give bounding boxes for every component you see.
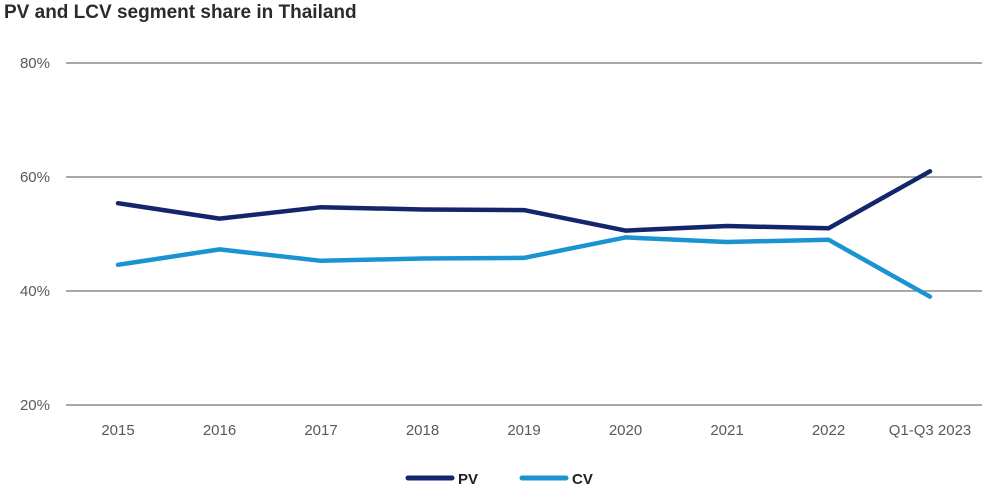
y-tick-label: 80%	[20, 55, 50, 72]
series-line-pv	[115, 169, 933, 233]
series-lines	[115, 169, 933, 299]
y-axis-labels: 20% 40% 60% 80%	[20, 55, 50, 414]
legend: PV CV	[405, 471, 593, 488]
x-tick-label: 2017	[304, 422, 337, 439]
x-axis-labels: 2015 2016 2017 2018 2019 2020 2021 2022 Q1-Q3 20…	[101, 422, 971, 439]
legend-label-pv: PV	[458, 471, 478, 488]
y-tick-label: 60%	[20, 169, 50, 186]
x-tick-label: Q1-Q3 2023	[889, 422, 972, 439]
x-tick-label: 2016	[203, 422, 236, 439]
x-tick-label: 2022	[812, 422, 845, 439]
x-tick-label: 2019	[507, 422, 540, 439]
x-tick-label: 2021	[710, 422, 743, 439]
x-tick-label: 2020	[609, 422, 642, 439]
y-tick-label: 20%	[20, 397, 50, 414]
chart-title: PV and LCV segment share in Thailand	[4, 2, 357, 23]
series-line-cv	[115, 235, 933, 299]
x-tick-label: 2018	[406, 422, 439, 439]
gridlines	[66, 62, 982, 406]
x-tick-label: 2015	[101, 422, 134, 439]
legend-label-cv: CV	[572, 471, 593, 488]
y-tick-label: 40%	[20, 283, 50, 300]
